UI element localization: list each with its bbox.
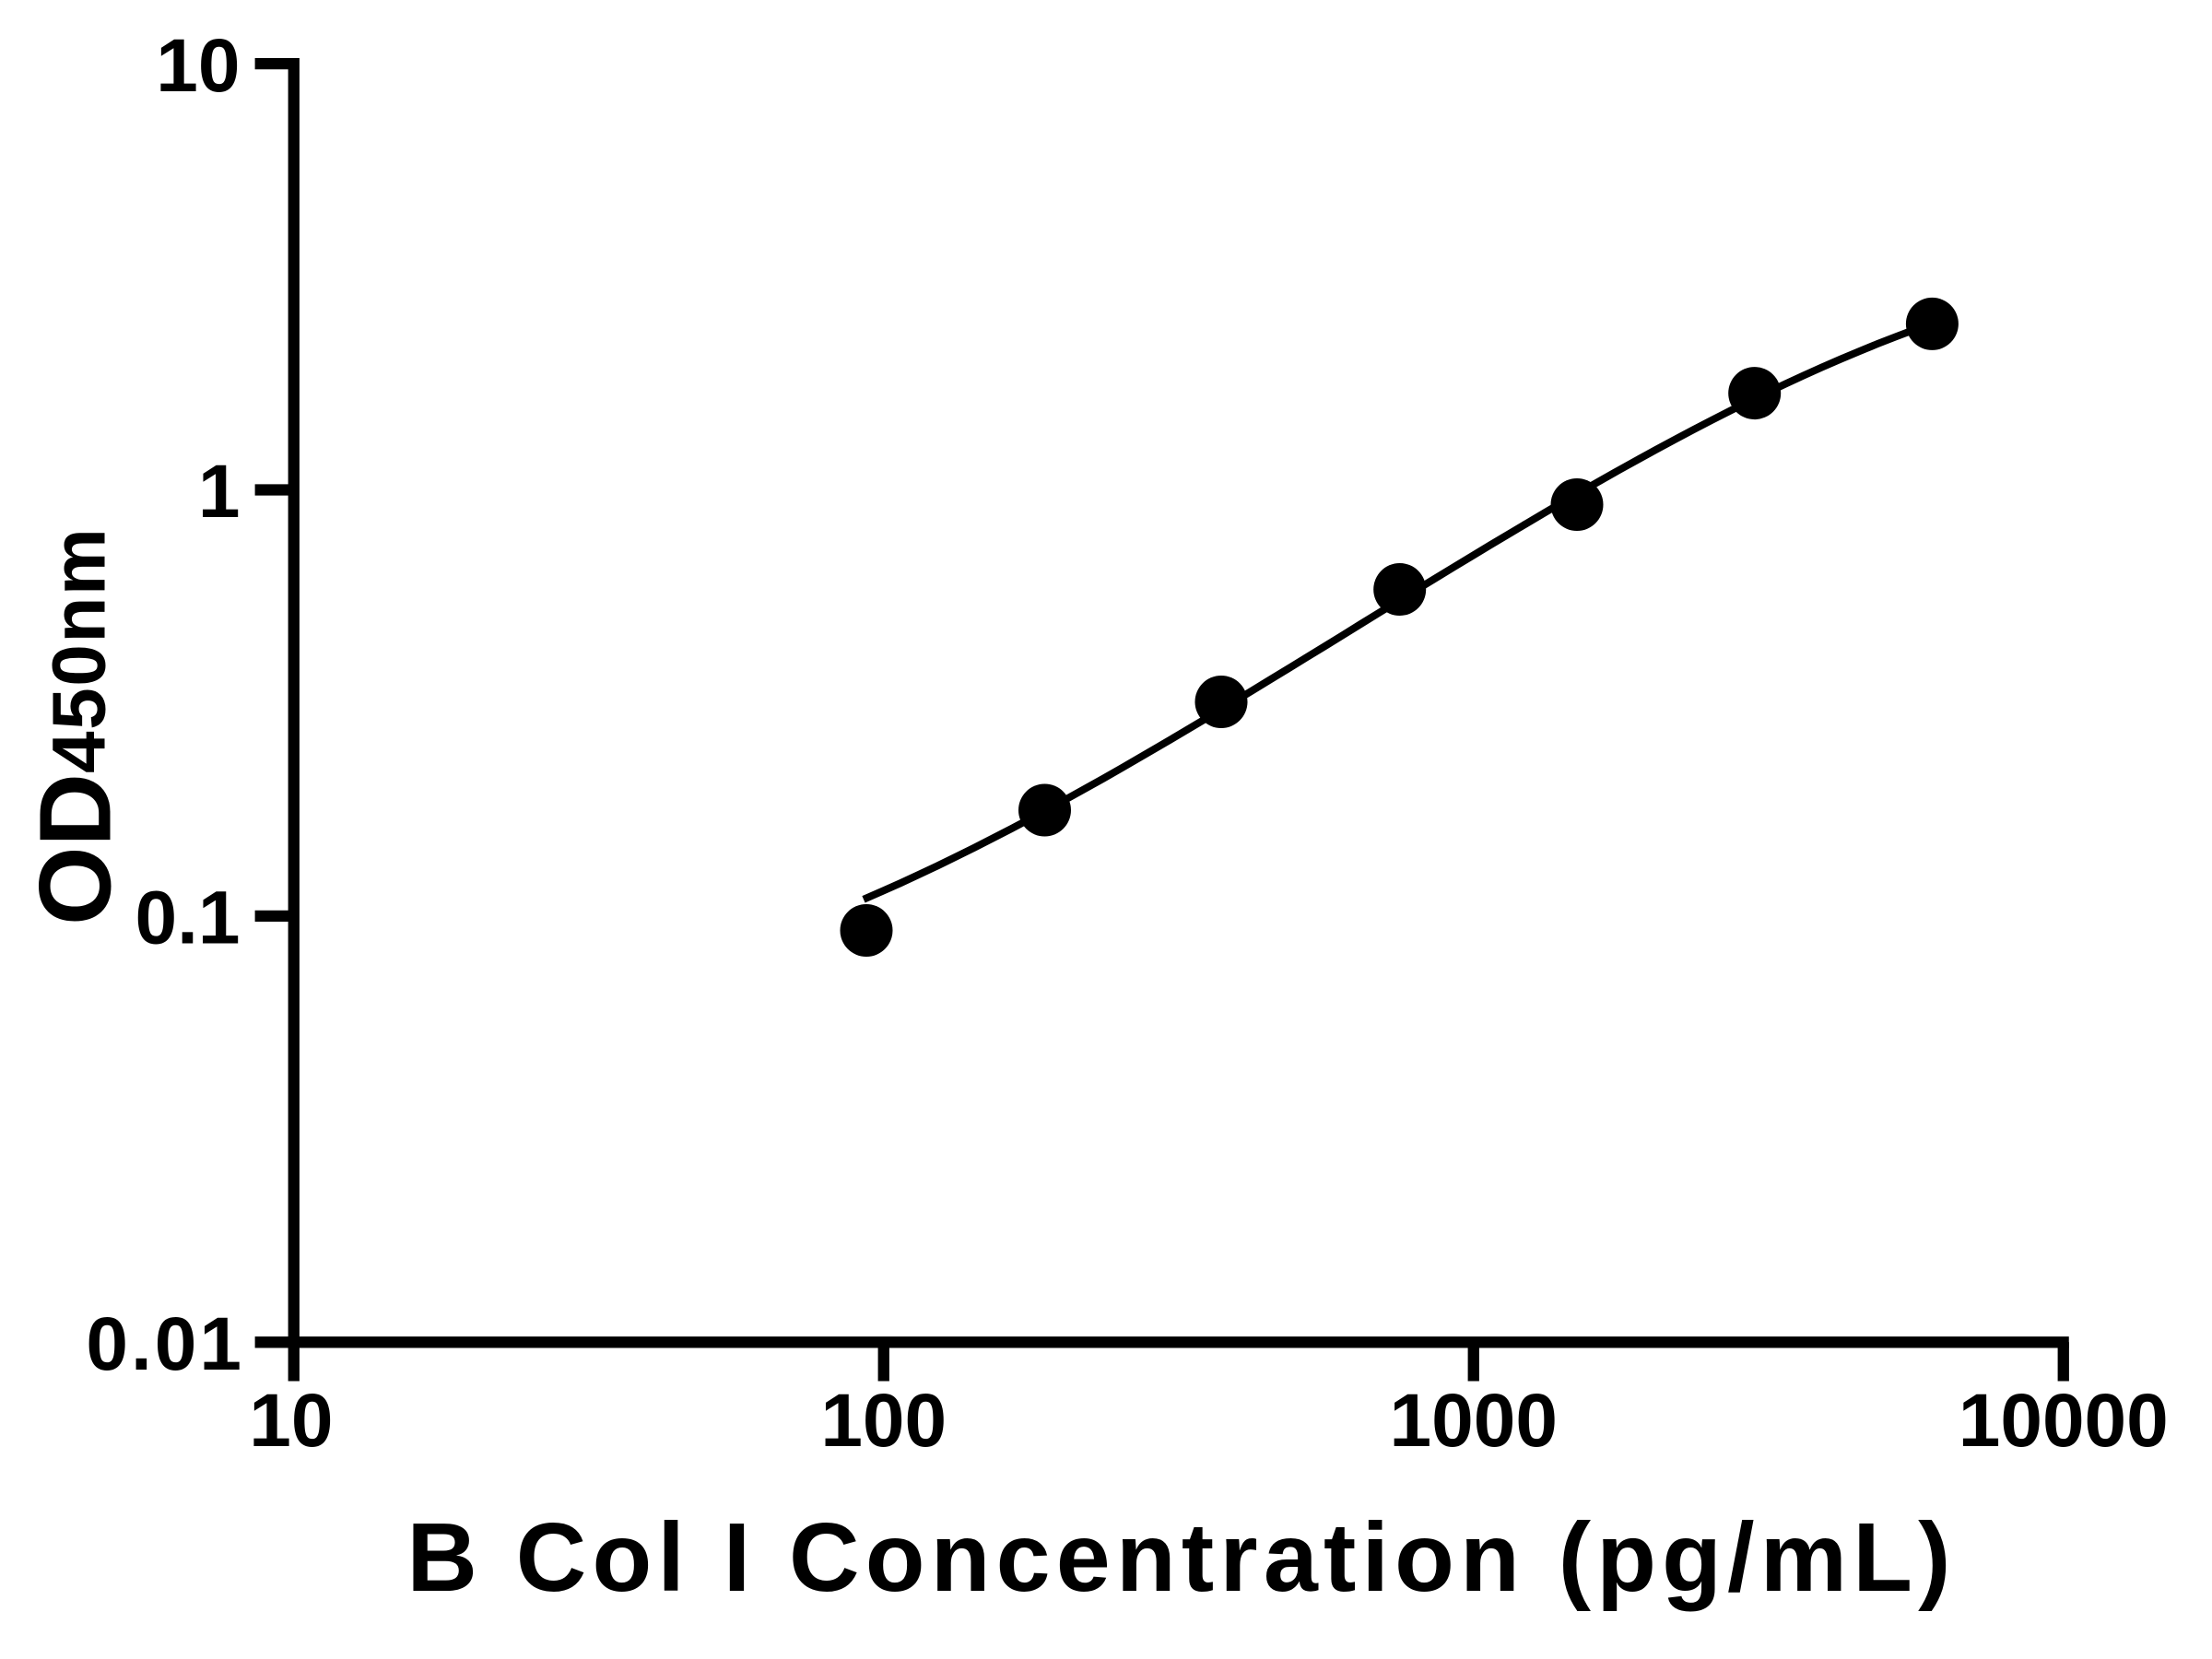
svg-text:0.1: 0.1 (135, 877, 241, 960)
svg-text:10: 10 (249, 1379, 333, 1463)
svg-text:0.01: 0.01 (86, 1302, 244, 1386)
svg-text:1: 1 (198, 450, 241, 534)
svg-text:10: 10 (156, 24, 240, 108)
svg-text:B Col I Concentration (pg/mL): B Col I Concentration (pg/mL) (406, 1503, 1956, 1612)
svg-text:OD450nm: OD450nm (19, 527, 133, 925)
svg-text:1000: 1000 (1390, 1379, 1558, 1463)
svg-text:10000: 10000 (1959, 1379, 2169, 1463)
svg-text:100: 100 (820, 1379, 947, 1463)
